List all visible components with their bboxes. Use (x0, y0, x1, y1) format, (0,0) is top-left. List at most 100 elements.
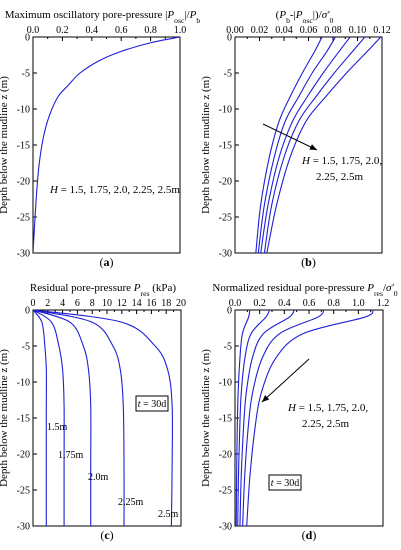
series-line-1 (33, 310, 47, 526)
y-tick-label: -15 (17, 141, 30, 152)
series-label: 1.75m (58, 450, 84, 461)
chart-panel-4: 0.0 0.2 0.4 0.6 0.8 1.0 1.2 0 -5 -10 -15 -20 -25 -30 N… (200, 282, 398, 542)
x-axis-label: Maximum oscillatory pore-pressure |Posc|… (5, 9, 201, 25)
panel-label: (d) (302, 528, 317, 542)
x-tick-label: 0.00 (226, 25, 244, 36)
x-tick-label: 4 (60, 298, 65, 309)
series-line-2 (257, 37, 336, 253)
x-tick-label: 0.6 (115, 25, 128, 36)
y-tick-label: -25 (17, 486, 30, 497)
y-tick-label: -30 (17, 249, 30, 260)
chart-panel-2: 0.00 0.02 0.04 0.06 0.08 0.10 0.12 0 -5 -10 -15 -20… (200, 9, 391, 269)
x-tick-label: 0.8 (144, 25, 157, 36)
x-tick-label: 6 (75, 298, 80, 309)
annotation-arrow (262, 123, 318, 151)
series-line-2 (237, 310, 271, 526)
y-tick-label: -30 (17, 522, 30, 533)
annotation-box (135, 395, 169, 412)
y-tick-label: -20 (219, 450, 232, 461)
x-tick-label: 16 (146, 298, 156, 309)
series-line-1 (255, 37, 323, 253)
annotation-time: t = 30d (271, 478, 299, 489)
y-tick-label: -15 (17, 414, 30, 425)
y-tick-label: -5 (224, 342, 232, 353)
y-tick-label: -25 (219, 213, 232, 224)
panel-label: (c) (100, 528, 113, 542)
chart-panel-3: 0 2 4 6 8 10 12 14 16 18 200-5-10-15-20-25-30Resid… (0, 282, 186, 542)
y-tick-label: -20 (219, 177, 232, 188)
y-tick-label: -5 (22, 69, 30, 80)
x-tick-label: 0.0 (27, 25, 40, 36)
x-tick-label: 20 (176, 298, 186, 309)
y-tick-label: -10 (219, 378, 232, 389)
y-tick-label: -25 (17, 213, 30, 224)
y-tick-label: -20 (17, 450, 30, 461)
x-tick-label: 0.06 (300, 25, 318, 36)
x-tick-label: 0.02 (251, 25, 269, 36)
x-tick-label: 0.4 (86, 25, 99, 36)
series-line-3 (239, 310, 295, 526)
series-line-4 (242, 310, 325, 526)
x-tick-label: 8 (90, 298, 95, 309)
x-tick-label: 0.2 (253, 298, 266, 309)
annotation-box (268, 474, 302, 491)
annotation-arrowhead (309, 144, 317, 150)
y-axis-label: Depth below the mudline z (m) (200, 349, 212, 487)
x-tick-label: 1.0 (174, 25, 187, 36)
x-tick-label: 0.12 (373, 25, 391, 36)
x-tick-label: 0 (31, 298, 36, 309)
y-tick-label: -15 (219, 414, 232, 425)
plot-frame (234, 36, 383, 254)
x-tick-label: 0.0 (229, 298, 242, 309)
series-line-5 (246, 310, 374, 526)
chart-panel-1: 0.0 0.2 0.4 0.6 0.8 1.0 0 -5 -10 -15 -20 -25 -30 Maxi… (0, 9, 200, 269)
annotation-wave-heights: H = 1.5, 1.75, 2.0, 2.25, 2.5m (287, 402, 368, 430)
x-tick-label: 14 (132, 298, 142, 309)
y-tick-label: 0 (25, 306, 30, 317)
series-line-3 (33, 310, 92, 526)
y-tick-label: -5 (224, 69, 232, 80)
x-tick-label: 0.10 (349, 25, 367, 36)
x-axis-label: (Pb-|Posc|)/σ'0 (276, 9, 334, 25)
y-tick-label: -20 (17, 177, 30, 188)
x-tick-label: 1.0 (352, 298, 365, 309)
x-tick-label: 2 (45, 298, 50, 309)
y-tick-label: -10 (219, 105, 232, 116)
y-tick-label: -25 (219, 486, 232, 497)
y-tick-label: -10 (17, 105, 30, 116)
y-tick-label: -30 (219, 249, 232, 260)
x-tick-label: 0.4 (278, 298, 291, 309)
series-label: 2.0m (88, 472, 109, 483)
x-tick-label: 1.2 (377, 298, 390, 309)
plot-frame (32, 36, 181, 254)
series-line-2 (33, 310, 65, 526)
series-label: 2.25m (118, 497, 144, 508)
annotation-wave-heights: H = 1.5, 1.75, 2.0, 2.25, 2.5m (49, 184, 180, 196)
y-tick-label: 0 (227, 33, 232, 44)
x-tick-label: 0.08 (324, 25, 342, 36)
annotation-arrowhead (262, 395, 270, 402)
annotation-wave-heights: H = 1.5, 1.75, 2.0, 2.25, 2.5m (301, 155, 382, 183)
panel-label: (a) (100, 255, 114, 269)
x-axis-label: Residual pore-pressure Pres (kPa) (30, 282, 176, 298)
x-tick-label: 0.8 (327, 298, 340, 309)
series-line-4 (263, 37, 366, 253)
x-tick-label: 12 (117, 298, 127, 309)
series-label: 2.5m (158, 509, 179, 520)
plot-frame (32, 309, 182, 527)
x-tick-label: 18 (161, 298, 171, 309)
x-tick-label: 10 (102, 298, 112, 309)
y-axis-label: Depth below the mudline z (m) (200, 76, 212, 214)
y-tick-label: 0 (25, 33, 30, 44)
series-line-3 (260, 37, 351, 253)
series-line-1 (33, 37, 180, 253)
y-tick-label: -10 (17, 378, 30, 389)
x-axis-label: Normalized residual pore-pressure Pres/σ… (212, 282, 397, 298)
y-tick-label: -5 (22, 342, 30, 353)
series-line-4 (33, 310, 125, 526)
x-tick-label: 0.2 (56, 25, 69, 36)
y-tick-label: 0 (227, 306, 232, 317)
x-tick-label: 0.6 (303, 298, 316, 309)
y-tick-label: -30 (219, 522, 232, 533)
